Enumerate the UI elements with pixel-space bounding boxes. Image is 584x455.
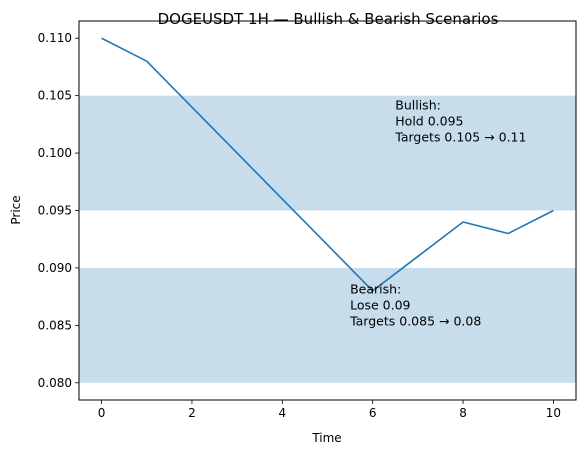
annotation-line: Bearish: <box>350 281 401 296</box>
x-tick-label: 0 <box>98 406 106 420</box>
y-axis-label: Price <box>9 195 23 224</box>
annotation-0: Bullish: Hold 0.095 Targets 0.105 → 0.11 <box>394 98 526 145</box>
x-tick-label: 2 <box>188 406 196 420</box>
price-series <box>101 37 554 292</box>
y-tick-label: 0.085 <box>38 318 72 332</box>
annotation-1: Bearish: Lose 0.09 Targets 0.085 → 0.08 <box>349 281 481 328</box>
chart-title: DOGEUSDT 1H — Bullish & Bearish Scenario… <box>158 10 499 28</box>
band-1 <box>79 267 576 383</box>
annotation-line: Lose 0.09 <box>350 297 410 312</box>
y-axis-ticks: 0.080 0.085 0.090 0.095 0.100 0.105 0.110 <box>38 31 79 390</box>
x-tick-label: 8 <box>459 406 467 420</box>
y-tick-label: 0.090 <box>38 261 72 275</box>
annotations: Bullish: Hold 0.095 Targets 0.105 → 0.11 Be… <box>349 98 526 329</box>
annotation-line: Bullish: <box>395 98 441 113</box>
x-tick-label: 6 <box>369 406 377 420</box>
annotation-line: Hold 0.095 <box>395 114 463 129</box>
x-tick-label: 4 <box>278 406 286 420</box>
y-tick-label: 0.110 <box>38 31 72 45</box>
y-tick-label: 0.100 <box>38 146 72 160</box>
y-tick-label: 0.080 <box>38 376 72 390</box>
x-tick-label: 10 <box>546 406 561 420</box>
y-tick-label: 0.095 <box>38 204 72 218</box>
annotation-line: Targets 0.105 → 0.11 <box>394 130 526 145</box>
annotation-line: Targets 0.085 → 0.08 <box>349 313 481 328</box>
x-axis-label: Time <box>311 431 341 445</box>
scenario-bands <box>79 95 576 383</box>
x-axis-ticks: 0 2 4 6 8 10 <box>98 400 561 420</box>
y-tick-label: 0.105 <box>38 89 72 103</box>
band-0 <box>79 95 576 211</box>
